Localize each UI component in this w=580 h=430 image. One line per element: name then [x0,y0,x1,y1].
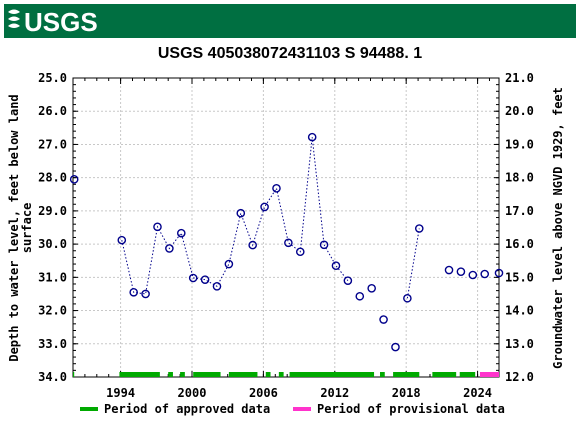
right-tick-label: 20.0 [505,104,534,118]
plot-frame [72,77,500,378]
right-tick-label: 12.0 [505,370,534,384]
approved-period-bar [289,372,375,377]
right-axis-label: Groundwater level above NGVD 1929, feet [551,87,565,369]
series-line [121,137,349,295]
approved-period-bar [459,372,476,377]
x-tick-label: 2024 [463,386,492,400]
data-point [248,240,257,250]
x-axis: 1994 2000 2006 2012 2018 2024 [72,78,492,400]
approved-period-bar [393,372,420,377]
data-point [456,267,466,276]
left-tick-label: 26.0 [38,104,67,118]
data-point [295,247,305,257]
approved-period-bar [432,372,457,377]
right-tick-label: 15.0 [505,270,534,284]
left-axis: 25.0 26.0 27.0 28.0 29.0 30.0 31.0 32.0 33.0 34.0 [38,71,78,384]
left-tick-label: 32.0 [38,304,67,318]
legend-swatch-provisional [293,407,311,411]
data-point [494,268,504,278]
data-point [403,293,412,303]
grid-lines [73,78,499,377]
data-point [224,259,234,269]
usgs-logo-icon[interactable]: USGS [4,4,104,38]
left-tick-label: 25.0 [38,71,67,85]
legend-label-approved: Period of approved data [104,402,270,416]
approved-period-bar [193,372,221,377]
legend: Period of approved data Period of provis… [80,402,505,416]
left-tick-label: 33.0 [38,337,67,351]
right-tick-label: 13.0 [505,337,534,351]
series-depth [69,132,504,352]
data-point [69,175,79,184]
left-axis-label: Depth to water level, feet below land su… [7,94,34,361]
x-tick-label: 2012 [320,386,349,400]
data-point [319,240,329,250]
right-tick-label: 14.0 [505,304,534,318]
data-point [129,287,138,297]
approved-period-bar [180,372,185,377]
approved-period-bar [73,372,75,377]
data-point [343,276,353,285]
x-tick-label: 1994 [106,386,135,400]
data-point [307,132,317,142]
usgs-banner: USGS [4,4,576,38]
data-point [468,270,478,280]
provisional-period-bar [479,372,499,377]
data-point [176,228,186,238]
data-point [391,342,400,352]
left-tick-label: 27.0 [38,137,67,151]
logo-text: USGS [24,7,98,37]
series-line [406,228,420,299]
approved-period-bar [265,372,271,377]
approved-period-bar [228,372,258,377]
period-bars [73,372,499,377]
right-tick-label: 16.0 [505,237,534,251]
approved-period-bar [380,372,385,377]
x-tick-label: 2000 [178,386,207,400]
x-tick-label: 2018 [392,386,421,400]
approved-period-bar [168,372,173,377]
data-point [165,244,174,253]
data-point [200,275,210,284]
right-tick-label: 17.0 [505,204,534,218]
data-point [444,265,454,275]
data-point [355,291,365,301]
data-point [284,238,293,248]
left-axis-label-line-2: surface [20,203,34,254]
approved-period-bar [119,372,160,377]
data-point [212,282,222,291]
left-tick-label: 30.0 [38,237,67,251]
data-point [188,273,198,283]
approved-period-bar [278,372,284,377]
data-point [272,183,281,193]
left-tick-label: 34.0 [38,370,67,384]
legend-swatch-approved [80,407,98,411]
data-point [331,261,341,271]
data-point [367,283,376,293]
left-tick-label: 29.0 [38,204,67,218]
left-tick-label: 28.0 [38,171,67,185]
left-axis-label-line-1: Depth to water level, feet below land [7,94,21,361]
data-point [236,208,246,218]
right-tick-label: 21.0 [505,71,534,85]
data-point [117,235,127,245]
right-tick-label: 19.0 [505,137,534,151]
data-point [480,269,490,279]
legend-label-provisional: Period of provisional data [317,402,505,416]
data-point [153,222,162,232]
data-point [414,224,424,233]
data-point [379,315,388,324]
data-point [141,289,150,299]
data-point [260,202,269,212]
x-tick-label: 2006 [249,386,278,400]
chart-title: USGS 405038072431103 S 94488. 1 [158,45,422,62]
right-tick-label: 18.0 [505,171,534,185]
left-tick-label: 31.0 [38,270,67,284]
right-axis: 21.0 20.0 19.0 18.0 17.0 16.0 15.0 14.0 13.0 12.0 [494,71,534,384]
